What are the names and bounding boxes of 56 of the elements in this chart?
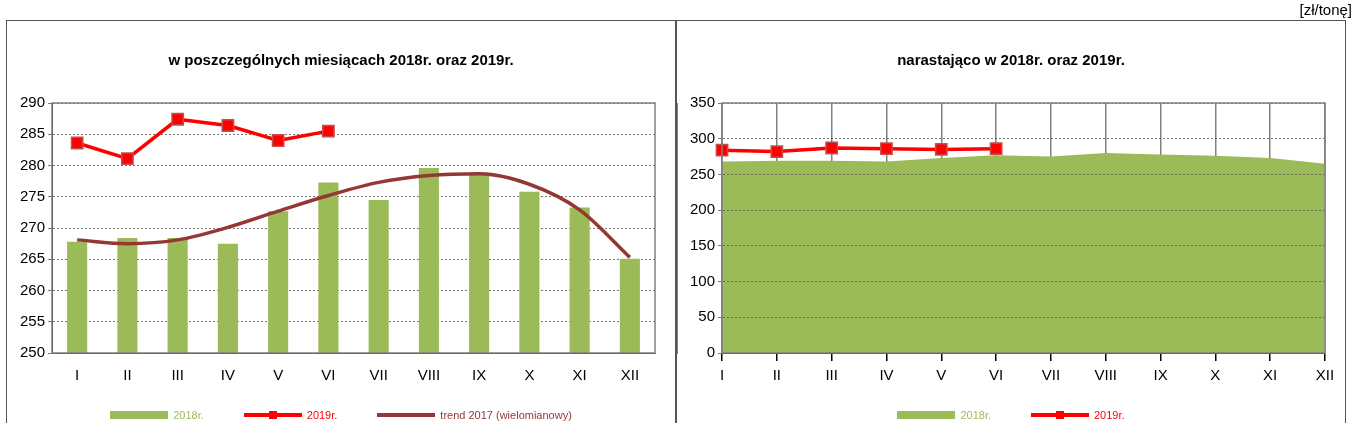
x-tick-label: V	[273, 366, 284, 384]
line-series	[75, 171, 632, 260]
text: 2019r.	[1094, 409, 1125, 421]
x-tick-label: III	[825, 366, 838, 384]
x-tick-label: VII	[1041, 366, 1061, 384]
y-tick-label: 290	[20, 93, 46, 111]
y-tick-label: 255	[20, 311, 46, 329]
x-tick-label: VIII	[417, 366, 441, 384]
y-tick-label: 270	[20, 218, 46, 236]
x-tick-label: X	[524, 366, 535, 384]
point	[70, 136, 84, 150]
y-tick-label: 150	[690, 236, 716, 253]
x-tick-label: I	[719, 366, 725, 384]
x-tick-label: II	[772, 366, 782, 384]
y-tick-label: 50	[698, 307, 716, 325]
text: [zł/tonę]	[1299, 1, 1352, 18]
x-tick-label: XI	[1263, 366, 1278, 384]
chart-title: narastająco w 2018r. oraz 2019r.	[896, 51, 1126, 68]
x-tick-label: VI	[321, 366, 336, 384]
x-tick-label: VIII	[1094, 366, 1117, 384]
x-tick-label: VI	[989, 366, 1004, 384]
text: 2019r.	[306, 409, 338, 421]
x-tick-label: VII	[369, 366, 388, 384]
y-tick-label: 260	[20, 280, 46, 298]
y-tick-label: 250	[20, 343, 46, 361]
y-tick-label: 100	[690, 271, 716, 289]
y-tick-label: 285	[20, 124, 46, 142]
y-tick-label: 280	[20, 155, 46, 173]
text: 2018r.	[960, 409, 991, 421]
x-tick-label: I	[75, 366, 80, 384]
point	[271, 134, 285, 147]
y-tick-label: 265	[20, 249, 46, 267]
x-tick-label: IX	[1153, 366, 1168, 384]
text: trend 2017 (wielomianowy)	[440, 409, 572, 421]
point	[221, 119, 235, 132]
x-tick-label: IV	[879, 366, 894, 384]
y-tick-label: 300	[690, 128, 716, 146]
y-tick-label: 275	[20, 186, 46, 204]
point	[171, 112, 185, 126]
x-tick-label: II	[123, 366, 132, 384]
y-tick-label: 0	[706, 343, 716, 361]
x-tick-label: XII	[1315, 366, 1335, 384]
x-tick-label: III	[171, 366, 184, 384]
y-tick-label: 350	[690, 93, 716, 111]
x-tick-label: IV	[220, 366, 235, 384]
x-tick-label: X	[1210, 366, 1221, 384]
y-tick-label: 200	[690, 200, 716, 218]
x-tick-label: XII	[620, 366, 640, 384]
chart-title: w poszczególnych miesiącach 2018r. oraz 2019r.	[167, 51, 515, 68]
x-tick-label: XI	[572, 366, 587, 384]
y-tick-label: 250	[690, 164, 716, 182]
x-tick-label: IX	[472, 366, 487, 384]
series-label: 2018r.	[173, 409, 204, 421]
point	[321, 124, 335, 138]
point	[120, 152, 134, 166]
x-tick-label: V	[936, 366, 947, 384]
